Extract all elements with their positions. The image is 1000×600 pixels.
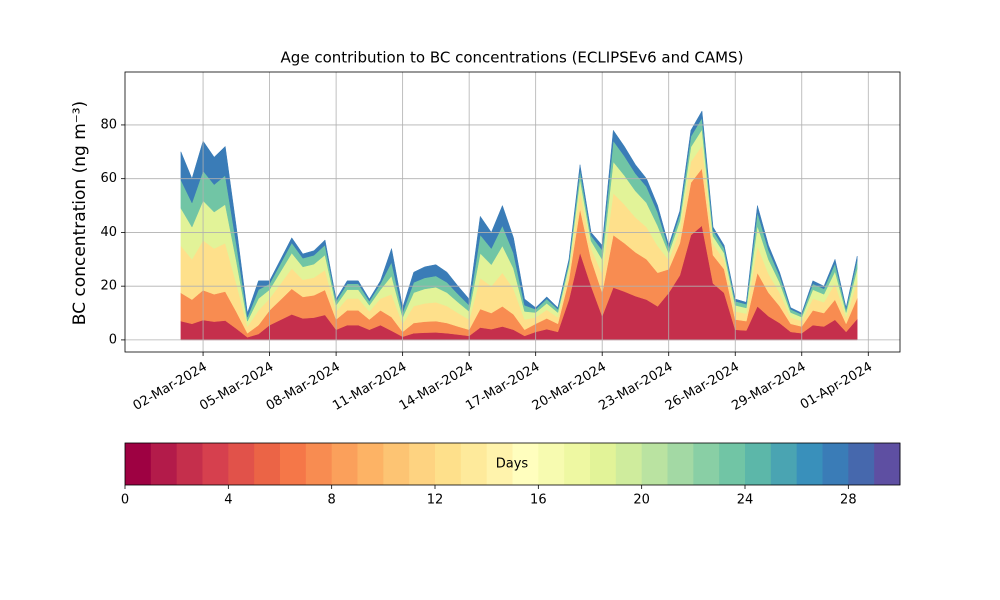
- colorbar-swatch: [667, 443, 694, 485]
- colorbar-swatch: [305, 443, 333, 485]
- x-tick-label: 05-Mar-2024: [197, 360, 276, 414]
- y-tick-label: 60: [100, 171, 117, 186]
- colorbar-tick-label: 24: [737, 493, 754, 508]
- y-tick-label: 80: [100, 117, 117, 132]
- colorbar-swatch: [512, 443, 539, 485]
- colorbar-swatch: [719, 443, 746, 485]
- colorbar-swatch: [745, 443, 772, 485]
- x-tick-label: 01-Apr-2024: [798, 360, 875, 413]
- x-tick-label: 29-Mar-2024: [729, 360, 808, 414]
- colorbar-swatch: [280, 443, 307, 485]
- x-tick-label: 11-Mar-2024: [330, 360, 409, 414]
- y-tick-label: 20: [100, 279, 117, 294]
- colorbar-swatch: [409, 443, 436, 485]
- colorbar-swatch: [228, 443, 255, 485]
- x-tick-label: 26-Mar-2024: [663, 360, 742, 414]
- x-tick-label: 20-Mar-2024: [530, 360, 609, 414]
- colorbar-swatch: [125, 443, 152, 485]
- colorbar-tick-label: 20: [633, 493, 650, 508]
- x-tick-label: 23-Mar-2024: [596, 360, 675, 414]
- colorbar-swatch: [460, 443, 488, 485]
- colorbar-tick-label: 12: [427, 493, 444, 508]
- y-tick-label: 40: [100, 225, 117, 240]
- x-tick-label: 02-Mar-2024: [131, 360, 210, 414]
- colorbar-tick-label: 4: [224, 493, 232, 508]
- colorbar-swatch: [331, 443, 358, 485]
- plot-frame: [124, 71, 901, 353]
- colorbar-swatch: [176, 443, 203, 485]
- colorbar-swatch: [796, 443, 823, 485]
- colorbar-frame: [124, 442, 901, 486]
- colorbar-swatch: [538, 443, 565, 485]
- colorbar-swatch: [693, 443, 720, 485]
- colorbar-swatch: [615, 443, 643, 485]
- colorbar-swatch: [590, 443, 617, 485]
- colorbar-swatch: [874, 443, 901, 485]
- x-tick-label: 08-Mar-2024: [264, 360, 343, 414]
- colorbar-swatch: [435, 443, 462, 485]
- colorbar-swatch: [822, 443, 849, 485]
- colorbar-swatch: [770, 443, 798, 485]
- colorbar-tick-label: 28: [840, 493, 857, 508]
- colorbar-swatch: [641, 443, 668, 485]
- colorbar-swatch: [486, 443, 513, 485]
- colorbar-tick-label: 8: [328, 493, 336, 508]
- y-axis-label: BC concentration (ng m⁻³): [70, 101, 90, 325]
- colorbar-swatch: [357, 443, 384, 485]
- colorbar-swatch: [254, 443, 281, 485]
- colorbar-swatch: [564, 443, 591, 485]
- colorbar-swatch: [202, 443, 229, 485]
- x-tick-label: 14-Mar-2024: [397, 360, 476, 414]
- colorbar-swatch: [848, 443, 875, 485]
- colorbar-swatch: [383, 443, 410, 485]
- chart-title: Age contribution to BC concentrations (E…: [281, 49, 744, 67]
- colorbar-swatch: [150, 443, 178, 485]
- y-tick-label: 0: [109, 332, 117, 347]
- colorbar-label: Days: [496, 457, 529, 472]
- x-tick-label: 17-Mar-2024: [463, 360, 542, 414]
- colorbar-tick-label: 16: [530, 493, 547, 508]
- area-layer: [180, 110, 858, 319]
- colorbar-tick-label: 0: [121, 493, 129, 508]
